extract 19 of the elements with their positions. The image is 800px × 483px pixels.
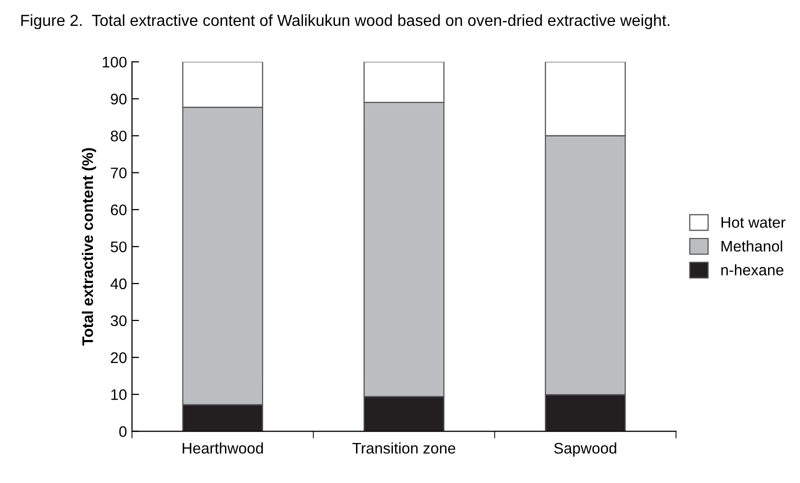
y-tick-label: 30 — [110, 315, 127, 326]
x-tick-label: Transition zone — [352, 442, 456, 454]
chart-title: Figure 2. Total extractive content of Walikukun wood based on oven-dried extractive weight. — [21, 14, 670, 30]
y-tick-label: 50 — [110, 241, 127, 252]
y-tick-label: 80 — [110, 130, 127, 142]
legend-label: Methanol — [722, 240, 782, 252]
y-tick-label: 90 — [110, 94, 127, 104]
y-tick-label: 40 — [110, 278, 127, 290]
y-tick-label: 20 — [110, 352, 127, 364]
y-tick-label: 60 — [110, 204, 127, 216]
legend-label: Hot water — [722, 217, 786, 228]
x-tick-label: Hearthwood — [182, 442, 263, 454]
x-tick-label: Sapwood — [554, 442, 616, 457]
y-tick-label: 10 — [111, 389, 127, 400]
y-axis-title: Total extractive content (%) — [82, 148, 96, 346]
y-tick-label: 100 — [102, 56, 127, 68]
y-tick-label: 70 — [110, 168, 127, 178]
y-tick-label: 0 — [119, 426, 127, 438]
legend-label: n-hexane — [721, 264, 784, 276]
